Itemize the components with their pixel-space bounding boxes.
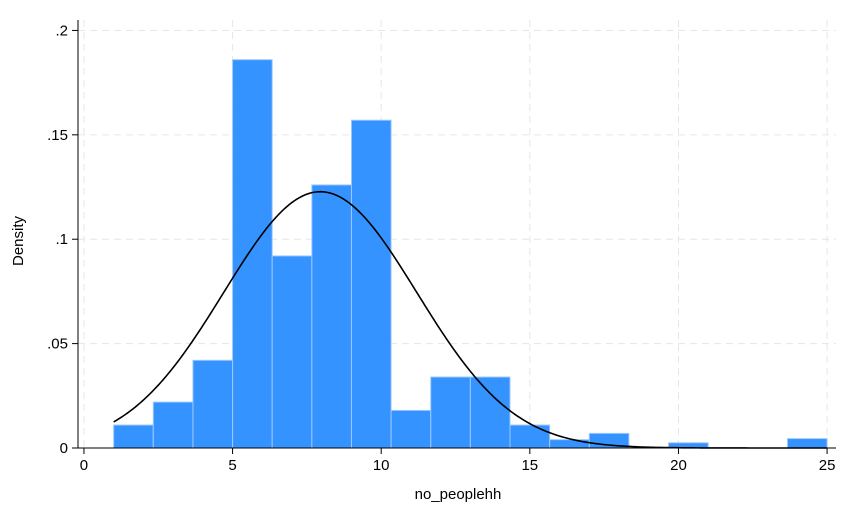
- histogram-bar-2: [192, 359, 234, 449]
- histogram-bars: [113, 59, 828, 449]
- y-tick-label-.15: .15: [47, 127, 68, 144]
- x-axis-ticks: 0 5 10 15 20 25: [80, 448, 836, 474]
- x-tick-label-0: 0: [80, 457, 88, 474]
- y-tick-label-.05: .05: [47, 336, 68, 353]
- histogram-bar-10: [509, 424, 551, 449]
- y-tick-label-.1: .1: [55, 231, 68, 248]
- y-tick-label-.2: .2: [55, 22, 68, 39]
- x-tick-label-5: 5: [228, 457, 236, 474]
- axes: [77, 20, 836, 449]
- histogram-bar-4: [271, 255, 313, 449]
- histogram-bar-7: [390, 409, 432, 449]
- y-axis-ticks: 0 .05 .1 .15 .2: [47, 22, 78, 457]
- histogram-bar-0: [113, 424, 154, 449]
- x-tick-label-15: 15: [521, 457, 538, 474]
- histogram-bar-3: [232, 59, 273, 449]
- y-axis-title: Density: [10, 215, 27, 266]
- histogram-bar-5: [311, 184, 352, 449]
- histogram-bar-9: [469, 376, 511, 449]
- y-tick-label-0: 0: [60, 440, 68, 457]
- histogram-bar-1: [152, 401, 194, 449]
- histogram-bar-6: [350, 119, 392, 449]
- histogram-bar-17: [786, 438, 828, 449]
- x-tick-label-10: 10: [373, 457, 390, 474]
- x-tick-label-25: 25: [819, 457, 836, 474]
- histogram-bar-8: [430, 376, 471, 449]
- x-tick-label-20: 20: [670, 457, 687, 474]
- x-axis-title: no_peoplehh: [415, 486, 502, 503]
